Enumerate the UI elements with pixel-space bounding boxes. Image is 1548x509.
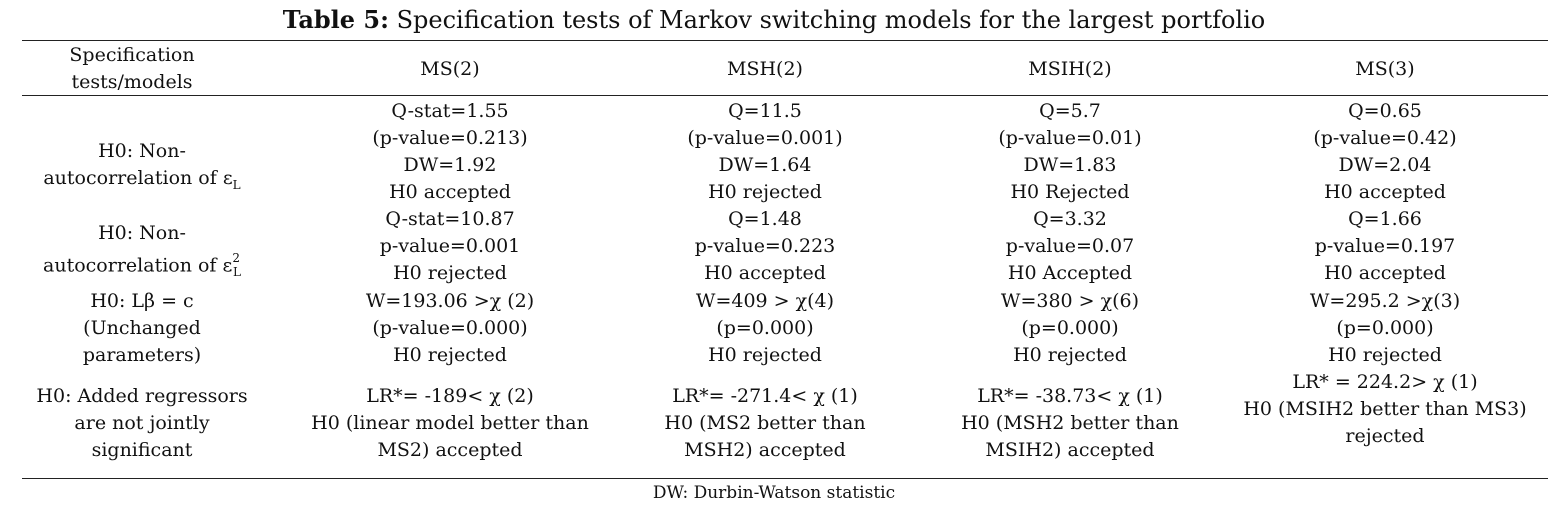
caption-label: Table 5: [282, 5, 389, 34]
row2-ms3: Q=1.66 p-value=0.197 H0 accepted [1314, 208, 1456, 284]
row2-label-sub: L [233, 265, 241, 280]
table-caption: Table 5: Specification tests of Markov s… [0, 4, 1548, 36]
row1-ms3: Q=0.65 (p-value=0.42) DW=2.04 H0 accepted [1313, 100, 1457, 203]
row2-label-line2: autocorrelation of ε2L [43, 251, 241, 280]
header-first-column: Specification tests/models [22, 42, 242, 96]
header-first-line1: Specification [69, 44, 195, 66]
bottom-rule [22, 478, 1548, 479]
header-model-msh2: MSH(2) [727, 58, 803, 80]
row2-label-sup: 2 [232, 251, 240, 265]
row2-label-line1: H0: Non- [98, 222, 186, 244]
row2-label: H0: Non- autocorrelation of ε2L [22, 220, 262, 286]
header-rule [22, 95, 1548, 96]
row2-msih2: Q=3.32 p-value=0.07 H0 Accepted [1005, 208, 1135, 284]
row3-label: H0: Lβ = c (Unchanged parameters) [82, 290, 202, 366]
row4-ms3: LR* = 224.2> χ (1) H0 (MSIH2 better than … [1243, 371, 1527, 447]
row3-msih2: W=380 > χ(6) (p=0.000) H0 rejected [1000, 290, 1140, 366]
header-model-ms2: MS(2) [420, 58, 480, 80]
row3-msh2: W=409 > χ(4) (p=0.000) H0 rejected [695, 290, 835, 366]
top-rule [22, 40, 1548, 41]
row1-label-line2: autocorrelation of εL [43, 167, 241, 192]
row1-msih2: Q=5.7 (p-value=0.01) DW=1.83 H0 Rejected [998, 100, 1142, 203]
row1-label-sub: L [232, 177, 241, 192]
row4-ms2: LR*= -189< χ (2) H0 (linear model better … [311, 385, 589, 461]
row1-msh2: Q=11.5 (p-value=0.001) DW=1.64 H0 rejected [687, 100, 843, 203]
row3-ms3: W=295.2 >χ(3) (p=0.000) H0 rejected [1309, 290, 1461, 366]
header-model-msih2: MSIH(2) [1028, 58, 1112, 80]
row3-ms2: W=193.06 >χ (2) (p-value=0.000) H0 rejecte… [365, 290, 535, 366]
row2-ms2: Q-stat=10.87 p-value=0.001 H0 rejected [379, 208, 521, 284]
row4-label: H0: Added regressors are not jointly signi… [36, 385, 248, 461]
header-model-ms3: MS(3) [1355, 58, 1415, 80]
caption-text: Specification tests of Markov switching … [388, 6, 1266, 34]
row1-label: H0: Non- autocorrelation of εL [22, 138, 262, 199]
table-footnote: DW: Durbin-Watson statistic [652, 483, 896, 503]
row2-msh2: Q=1.48 p-value=0.223 H0 accepted [694, 208, 836, 284]
header-first-line2: tests/models [71, 71, 193, 93]
row4-msih2: LR*= -38.73< χ (1) H0 (MSH2 better than MS… [961, 385, 1179, 461]
row4-msh2: LR*= -271.4< χ (1) H0 (MS2 better than MSH… [664, 385, 866, 461]
row1-ms2: Q-stat=1.55 (p-value=0.213) DW=1.92 H0 acce… [372, 100, 528, 203]
row1-label-line1: H0: Non- [98, 140, 186, 162]
